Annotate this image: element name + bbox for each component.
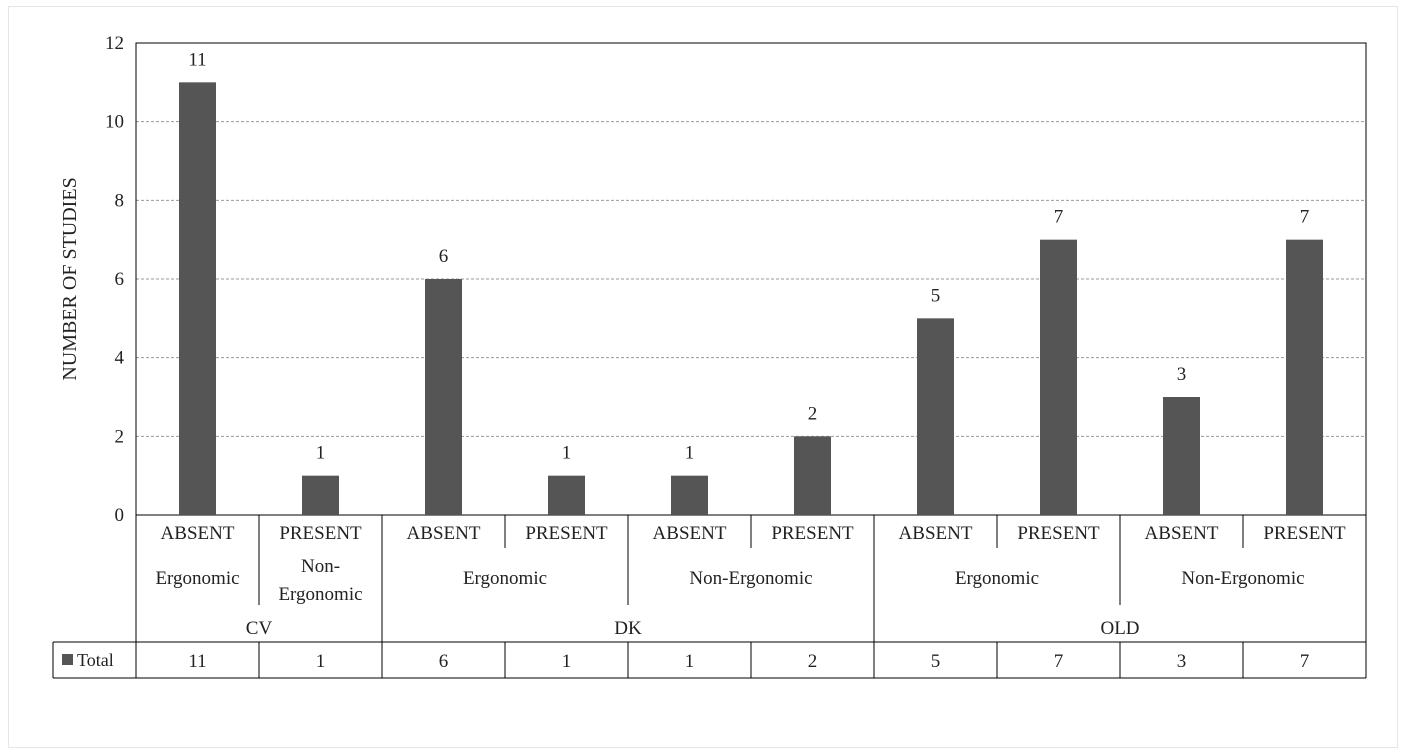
category-label-level2: Ergonomic (155, 568, 239, 589)
table-cell-value: 1 (562, 651, 572, 672)
table-cell-value: 1 (316, 651, 326, 672)
bar-data-label: 3 (1177, 364, 1187, 385)
bar-data-label: 2 (808, 403, 818, 424)
y-tick-label: 4 (115, 348, 125, 369)
table-cell-value: 11 (188, 651, 206, 672)
category-label-level3: DK (614, 618, 642, 639)
y-tick-label: 0 (115, 505, 125, 526)
bar (179, 82, 216, 515)
y-tick-label: 8 (115, 190, 125, 211)
bar-data-label: 1 (685, 443, 695, 464)
category-label-level1: PRESENT (1263, 523, 1346, 544)
bar (671, 475, 708, 515)
category-label-level2: Ergonomic (955, 568, 1039, 589)
category-label-level1: ABSENT (1145, 523, 1219, 544)
bar-data-label: 7 (1300, 207, 1310, 228)
category-label-level2: Ergonomic (463, 568, 547, 589)
table-cell-value: 1 (685, 651, 695, 672)
category-label-level1: PRESENT (279, 523, 362, 544)
chart-frame (8, 6, 1398, 748)
table-cell-value: 7 (1054, 651, 1064, 672)
table-cell-value: 5 (931, 651, 941, 672)
bar (548, 475, 585, 515)
legend-swatch (62, 654, 73, 665)
category-label-level1: ABSENT (899, 523, 973, 544)
y-tick-label: 6 (115, 269, 125, 290)
bar (794, 436, 831, 515)
bar-data-label: 5 (931, 285, 941, 306)
category-label-level1: ABSENT (407, 523, 481, 544)
category-label-level2: Non-Ergonomic (689, 568, 812, 589)
table-cell-value: 3 (1177, 651, 1187, 672)
category-label-level2: Non-Ergonomic (1181, 568, 1304, 589)
category-label-level1: PRESENT (1017, 523, 1100, 544)
bar-data-label: 7 (1054, 207, 1064, 228)
category-label-level3: CV (246, 618, 273, 639)
bar-data-label: 6 (439, 246, 449, 267)
table-cell-value: 7 (1300, 651, 1310, 672)
bar (302, 475, 339, 515)
category-label-level2: Non- (301, 556, 340, 577)
table-cell-value: 6 (439, 651, 449, 672)
bar (425, 279, 462, 515)
bar-data-label: 1 (562, 443, 572, 464)
y-axis-label: NUMBER OF STUDIES (59, 177, 81, 380)
category-label-level3: OLD (1100, 618, 1139, 639)
bar (1163, 397, 1200, 515)
bar (917, 318, 954, 515)
table-cell-value: 2 (808, 651, 818, 672)
y-tick-label: 10 (105, 112, 124, 133)
category-label-level1: ABSENT (161, 523, 235, 544)
legend-label: Total (77, 650, 114, 670)
category-label-level2: Ergonomic (278, 584, 362, 605)
bar (1040, 239, 1077, 515)
bar-data-label: 1 (316, 443, 326, 464)
y-tick-label: 2 (115, 426, 125, 447)
bar (1286, 239, 1323, 515)
y-tick-label: 12 (105, 33, 124, 54)
category-label-level1: PRESENT (771, 523, 854, 544)
category-label-level1: PRESENT (525, 523, 608, 544)
category-label-level1: ABSENT (653, 523, 727, 544)
bar-data-label: 11 (188, 49, 206, 70)
